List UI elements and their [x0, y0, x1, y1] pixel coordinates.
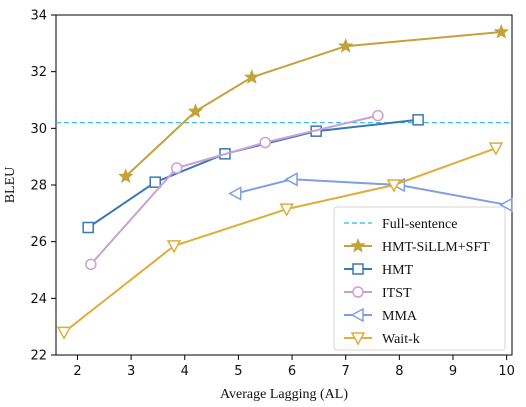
x-tick-label: 10 — [498, 364, 515, 379]
series-line-hmt-sillm-sft — [125, 31, 502, 178]
data-point-hmt-sillm-sft — [493, 23, 509, 39]
legend-marker — [350, 307, 364, 323]
legend-label: HMT — [382, 263, 414, 278]
data-point-hmt-sillm-sft — [244, 69, 260, 84]
x-tick-label: 2 — [73, 364, 81, 379]
series-itst — [85, 109, 384, 271]
series-mma — [228, 172, 513, 213]
data-point-hmt — [149, 176, 161, 188]
y-tick-label: 30 — [30, 122, 47, 137]
legend-entry-wait-k: Wait-k — [344, 332, 420, 347]
x-tick-label: 8 — [395, 364, 403, 379]
data-point-wait-k — [279, 203, 294, 217]
x-tick-label: 6 — [288, 364, 296, 379]
data-point-mma — [228, 186, 242, 201]
x-tick-label: 4 — [181, 364, 189, 379]
x-tick-label: 9 — [449, 364, 457, 379]
series-line-mma — [235, 178, 507, 206]
series-hmt-sillm-sft — [118, 23, 509, 184]
legend-entry-full-sentence: Full-sentence — [344, 217, 457, 232]
y-tick-label: 28 — [30, 179, 47, 194]
y-tick-label: 22 — [30, 349, 47, 364]
legend-entry-mma: MMA — [344, 307, 418, 324]
legend-marker — [350, 237, 366, 253]
data-point-hmt — [82, 221, 94, 234]
legend-marker — [352, 263, 364, 275]
legend-marker — [350, 332, 366, 346]
data-point-mma — [284, 172, 298, 187]
x-tick-label: 7 — [342, 364, 350, 379]
data-point-wait-k — [488, 142, 504, 156]
y-tick-label: 34 — [30, 9, 47, 24]
legend-label: ITST — [382, 286, 412, 301]
x-axis-label: Average Lagging (AL) — [220, 387, 348, 402]
data-point-hmt-sillm-sft — [118, 168, 134, 184]
legend-label: Full-sentence — [382, 217, 457, 232]
data-point-itst — [372, 109, 384, 122]
legend-entry-hmt-sillm-sft: HMT-SiLLM+SFT — [344, 237, 490, 255]
legend-entry-itst: ITST — [344, 286, 412, 301]
legend-label: Wait-k — [382, 332, 420, 347]
data-point-itst — [85, 258, 97, 271]
data-point-hmt-sillm-sft — [187, 103, 204, 118]
data-point-hmt — [412, 114, 424, 126]
legend: Full-sentence HMT-SiLLM+SFT HMT ITST MMA Wait… — [333, 206, 506, 351]
legend-marker — [352, 286, 364, 298]
x-tick-label: 3 — [127, 364, 135, 379]
y-tick-label: 32 — [30, 65, 47, 80]
series-line-itst — [90, 114, 379, 265]
legend-label: MMA — [382, 309, 418, 324]
legend-label: HMT-SiLLM+SFT — [382, 240, 490, 255]
data-point-wait-k — [386, 179, 402, 193]
data-point-hmt-sillm-sft — [337, 38, 354, 53]
y-axis-label: BLEU — [3, 167, 18, 204]
data-point-wait-k — [166, 240, 182, 254]
y-tick-label: 24 — [30, 292, 47, 307]
series-layer — [56, 23, 513, 340]
y-tick-label: 26 — [30, 235, 47, 250]
legend-entry-hmt: HMT — [344, 263, 414, 278]
data-point-itst — [170, 162, 183, 174]
data-point-itst — [259, 136, 271, 149]
x-tick-label: 5 — [234, 364, 242, 379]
data-point-mma — [499, 197, 513, 213]
legend-box — [333, 206, 506, 351]
data-point-wait-k — [56, 326, 72, 340]
series-wait-k — [56, 142, 504, 340]
